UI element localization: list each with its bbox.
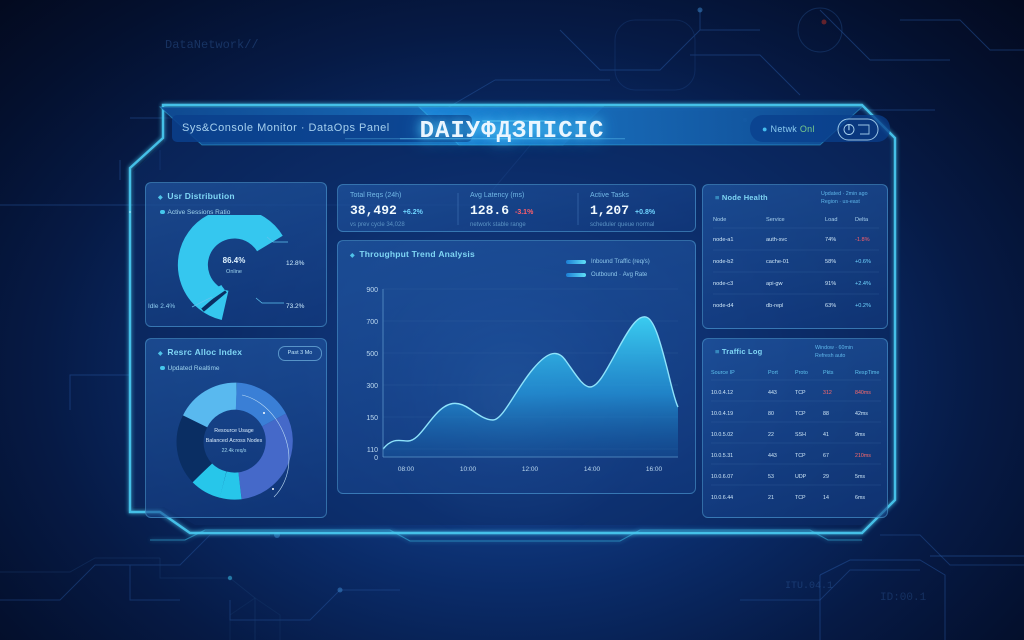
svg-text:91%: 91% (825, 281, 836, 287)
svg-text:Proto: Proto (795, 370, 808, 376)
svg-text:+2.4%: +2.4% (855, 281, 871, 287)
svg-text:10.0.4.19: 10.0.4.19 (711, 411, 733, 417)
svg-text:node-c3: node-c3 (713, 281, 733, 287)
svg-text:Port: Port (768, 370, 778, 376)
svg-text:Balanced Across Nodes: Balanced Across Nodes (206, 438, 263, 444)
svg-text:RespTime: RespTime (855, 370, 879, 376)
svg-text:29: 29 (823, 474, 829, 480)
svg-text:Service: Service (766, 217, 785, 223)
svg-text:Delta: Delta (855, 217, 869, 223)
svg-text:TCP: TCP (795, 390, 806, 396)
svg-text:21: 21 (768, 495, 774, 501)
svg-text:auth-svc: auth-svc (766, 237, 787, 243)
svg-text:10.0.5.02: 10.0.5.02 (711, 432, 733, 438)
svg-text:9ms: 9ms (855, 432, 865, 438)
svg-text:88: 88 (823, 411, 829, 417)
svg-text:node-b2: node-b2 (713, 259, 734, 265)
svg-text:5ms: 5ms (855, 474, 865, 480)
svg-text:Node: Node (713, 217, 726, 223)
svg-text:+0.6%: +0.6% (855, 259, 871, 265)
svg-text:6ms: 6ms (855, 495, 865, 501)
svg-text:312: 312 (823, 390, 832, 396)
svg-text:58%: 58% (825, 259, 836, 265)
svg-text:08:00: 08:00 (398, 466, 415, 473)
svg-text:node-d4: node-d4 (713, 303, 734, 309)
svg-text:500: 500 (366, 351, 378, 358)
svg-text:443: 443 (768, 453, 777, 459)
svg-text:node-a1: node-a1 (713, 237, 734, 243)
svg-text:14: 14 (823, 495, 829, 501)
svg-text:900: 900 (366, 287, 378, 294)
svg-text:10.0.6.44: 10.0.6.44 (711, 495, 733, 501)
svg-text:150: 150 (366, 415, 378, 422)
svg-text:14:00: 14:00 (584, 466, 601, 473)
svg-text:Pkts: Pkts (823, 370, 834, 376)
svg-text:api-gw: api-gw (766, 281, 783, 287)
svg-text:SSH: SSH (795, 432, 806, 438)
svg-text:TCP: TCP (795, 453, 806, 459)
svg-text:10.0.6.07: 10.0.6.07 (711, 474, 733, 480)
svg-text:10.0.5.31: 10.0.5.31 (711, 453, 733, 459)
svg-text:22: 22 (768, 432, 774, 438)
svg-text:db-repl: db-repl (766, 303, 783, 309)
svg-text:74%: 74% (825, 237, 836, 243)
svg-text:TCP: TCP (795, 411, 806, 417)
svg-text:+0.2%: +0.2% (855, 303, 871, 309)
svg-text:12:00: 12:00 (522, 466, 539, 473)
svg-text:67: 67 (823, 453, 829, 459)
svg-text:80: 80 (768, 411, 774, 417)
svg-text:Resource Usage: Resource Usage (214, 428, 254, 434)
svg-text:700: 700 (366, 319, 378, 326)
svg-text:110: 110 (367, 447, 378, 454)
svg-text:UDP: UDP (795, 474, 807, 480)
svg-text:Load: Load (825, 217, 837, 223)
svg-text:Source IP: Source IP (711, 370, 735, 376)
svg-text:10.0.4.12: 10.0.4.12 (711, 390, 733, 396)
svg-text:86.4%: 86.4% (223, 256, 246, 265)
svg-text:42ms: 42ms (855, 411, 868, 417)
svg-text:63%: 63% (825, 303, 836, 309)
svg-text:Online: Online (226, 269, 242, 275)
svg-text:300: 300 (366, 383, 378, 390)
svg-text:10:00: 10:00 (460, 466, 477, 473)
svg-text:53: 53 (768, 474, 774, 480)
svg-text:840ms: 840ms (855, 390, 871, 396)
svg-text:16:00: 16:00 (646, 466, 663, 473)
svg-text:TCP: TCP (795, 495, 806, 501)
svg-text:0: 0 (374, 455, 378, 462)
svg-text:22.4k req/s: 22.4k req/s (222, 448, 247, 454)
svg-text:210ms: 210ms (855, 453, 871, 459)
svg-text:41: 41 (823, 432, 829, 438)
svg-text:443: 443 (768, 390, 777, 396)
svg-text:-1.8%: -1.8% (855, 237, 870, 243)
svg-text:cache-01: cache-01 (766, 259, 789, 265)
